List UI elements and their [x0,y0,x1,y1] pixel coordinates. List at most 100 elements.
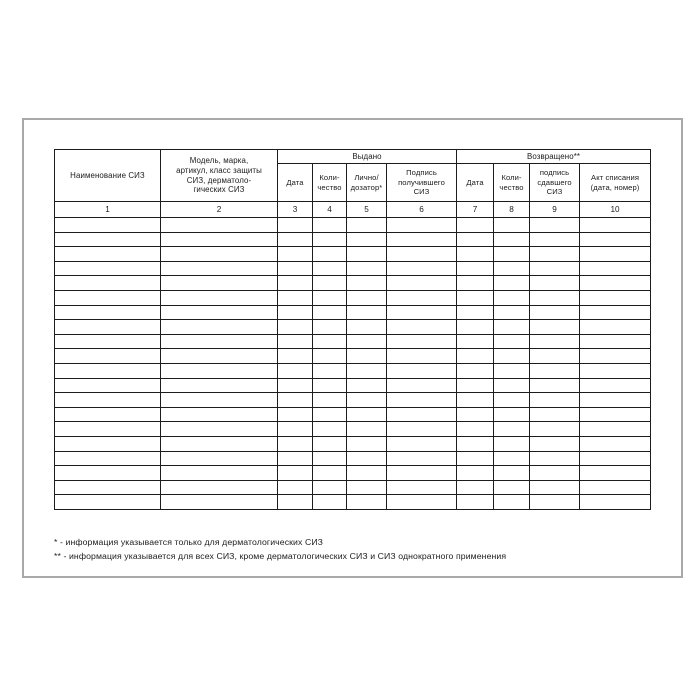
empty-cell [385,377,458,394]
empty-cell [160,377,278,394]
empty-cell [312,362,347,379]
empty-cell [579,304,652,321]
empty-cell [385,348,458,364]
empty-cell [385,406,458,423]
empty-cell [456,231,495,248]
group-header-row: Наименование СИЗ Модель, марка, артикул,… [54,149,652,202]
empty-cell [312,479,347,496]
empty-cell [54,246,161,262]
empty-cell [160,406,278,423]
empty-cell [456,319,495,335]
empty-cell [277,348,313,364]
empty-cell [160,289,278,306]
empty-cell [529,435,581,452]
empty-cell [529,494,581,510]
empty-cell [529,260,581,277]
empty-cell [312,275,347,291]
header-col-issue-date: Дата [277,163,313,202]
empty-cell [456,348,495,364]
empty-cell [277,304,313,321]
empty-cell [312,494,347,510]
empty-cell [493,275,531,291]
empty-cell [579,275,652,291]
empty-cell [579,348,652,364]
empty-cell [277,392,313,408]
empty-cell [277,246,313,262]
empty-cell [456,479,495,496]
table-row [54,260,652,277]
empty-cell [54,450,161,467]
empty-cell [54,217,161,233]
empty-cell [529,275,581,291]
empty-cell [385,289,458,306]
empty-cell [54,362,161,379]
empty-cell [54,421,161,437]
group-header-issued: Выдано [276,149,458,164]
empty-cell [312,304,347,321]
empty-cell [346,406,387,423]
footnote-double-asterisk: ** - информация указывается для всех СИЗ… [54,550,507,561]
empty-cell [579,406,652,423]
empty-cell [346,289,387,306]
empty-cell [493,289,531,306]
empty-cell [579,435,652,452]
empty-cell [529,406,581,423]
empty-cell [385,435,458,452]
empty-cell [579,494,652,510]
table-row [54,465,652,481]
column-number: 9 [529,201,581,218]
empty-cell [160,435,278,452]
table-row [54,479,652,496]
empty-cell [385,231,458,248]
empty-cell [312,450,347,467]
empty-cell [456,435,495,452]
empty-cell [456,217,495,233]
empty-cell [54,392,161,408]
header-col-name: Наименование СИЗ [54,149,161,202]
empty-cell [385,275,458,291]
empty-cell [277,260,313,277]
empty-cell [277,450,313,467]
empty-cell [160,421,278,437]
empty-cell [579,479,652,496]
empty-cell [160,304,278,321]
empty-cell [579,362,652,379]
empty-cell [529,217,581,233]
empty-cell [160,231,278,248]
empty-cell [385,494,458,510]
empty-cell [456,450,495,467]
table-header: Наименование СИЗ Модель, марка, артикул,… [54,149,652,218]
empty-cell [160,494,278,510]
column-number: 8 [493,201,531,218]
empty-cell [493,348,531,364]
table-row [54,377,652,394]
empty-cell [54,333,161,350]
table-row [54,275,652,291]
footnote-single-asterisk: * - информация указывается только для де… [54,537,324,547]
empty-cell [529,231,581,248]
empty-cell [529,450,581,467]
empty-cell [346,333,387,350]
empty-cell [346,479,387,496]
empty-cell [160,465,278,481]
table-row [54,421,652,437]
empty-cell [579,319,652,335]
empty-cell [529,246,581,262]
empty-cell [277,377,313,394]
table-row [54,406,652,423]
empty-cell [160,319,278,335]
empty-cell [579,377,652,394]
empty-cell [385,333,458,350]
empty-cell [346,304,387,321]
empty-cell [160,362,278,379]
empty-cell [54,289,161,306]
empty-cell [277,479,313,496]
header-col-model: Модель, марка, артикул, класс защиты СИЗ… [160,149,278,202]
table-body [54,217,652,510]
empty-cell [277,435,313,452]
empty-cell [456,333,495,350]
empty-cell [529,333,581,350]
empty-cell [493,377,531,394]
empty-cell [346,231,387,248]
footnotes: * - информация указывается только для де… [54,536,506,563]
